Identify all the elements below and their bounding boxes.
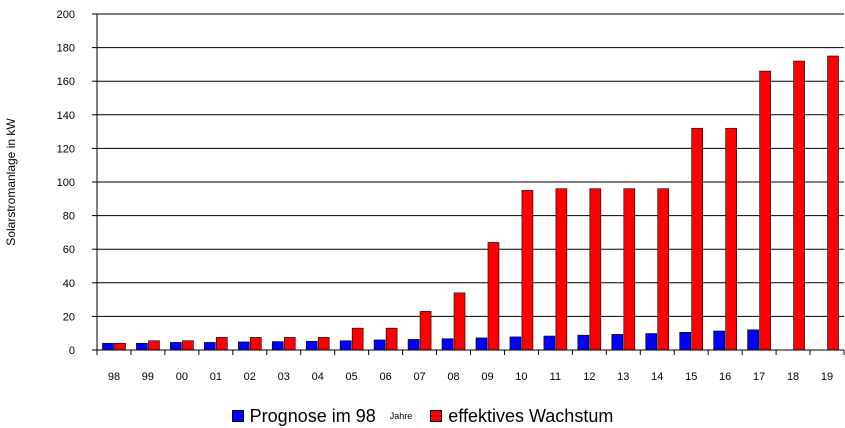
- bar-effektiv-16: [725, 127, 737, 351]
- x-tick-label: 06: [379, 371, 391, 383]
- bar-effektiv-12: [589, 188, 602, 351]
- bar-prognose-99: [136, 342, 148, 351]
- legend-swatch-red: [430, 410, 443, 422]
- gridlines: [92, 13, 845, 355]
- x-tick-label: 16: [719, 371, 731, 383]
- bar-effektiv-02: [249, 337, 262, 351]
- bar-effektiv-10: [521, 190, 534, 351]
- y-tick-label: 100: [57, 177, 75, 189]
- bar-effektiv-14: [657, 188, 670, 351]
- bar-prognose-08: [441, 338, 454, 351]
- y-tick-label: 200: [57, 9, 75, 21]
- x-tick-label: 13: [617, 371, 629, 383]
- bar-effektiv-07: [419, 311, 432, 351]
- bar-effektiv-15: [691, 127, 704, 351]
- bar-effektiv-11: [555, 188, 568, 351]
- bar-prognose-01: [204, 342, 216, 351]
- bar-effektiv-01: [216, 337, 228, 351]
- bar-prognose-02: [237, 341, 250, 351]
- bar-prognose-09: [475, 337, 488, 351]
- bar-prognose-12: [577, 334, 590, 351]
- bar-effektiv-05: [351, 327, 364, 351]
- x-tick-label: 17: [753, 371, 765, 383]
- x-tick-label: 10: [515, 371, 527, 383]
- bar-effektiv-09: [487, 242, 500, 351]
- bar-prognose-07: [407, 339, 420, 351]
- bar-effektiv-99: [148, 340, 160, 351]
- bar-effektiv-00: [182, 340, 194, 351]
- bar-prognose-10: [509, 336, 522, 351]
- x-tick-label: 18: [787, 371, 799, 383]
- y-tick-label: 180: [57, 43, 75, 55]
- x-axis-label: Jahre: [389, 411, 413, 421]
- bar-prognose-05: [339, 340, 352, 351]
- x-tick-label: 01: [210, 371, 222, 383]
- legend-swatch-blue: [231, 410, 244, 422]
- y-tick-label: 80: [63, 211, 75, 223]
- bar-effektiv-17: [759, 70, 771, 351]
- x-tick-label: 04: [312, 371, 324, 383]
- bar-prognose-00: [170, 342, 182, 351]
- y-tick-label: 60: [63, 244, 75, 256]
- bar-prognose-16: [713, 330, 725, 351]
- bar-prognose-03: [271, 341, 284, 351]
- bar-prognose-13: [611, 334, 624, 351]
- x-tick-label: 03: [278, 371, 290, 383]
- x-tick-label: 12: [583, 371, 595, 383]
- bar-effektiv-08: [453, 292, 466, 351]
- bar-effektiv-13: [623, 188, 636, 351]
- y-tick-label: 20: [63, 311, 75, 323]
- y-tick-label: 140: [57, 110, 75, 122]
- x-tick-label: 00: [176, 371, 188, 383]
- x-tick-label: 14: [651, 371, 663, 383]
- y-axis-label: Solarstromanlage in kW: [4, 118, 18, 246]
- bar-prognose-14: [645, 333, 658, 351]
- legend-item-prognose: Prognose im 98: [231, 405, 376, 427]
- x-tick-label: 08: [447, 371, 459, 383]
- legend: Prognose im 98 Jahre effektives Wachstum: [0, 404, 845, 428]
- x-tick-label: 02: [244, 371, 256, 383]
- bar-effektiv-18: [793, 60, 805, 351]
- x-tick-label: 98: [108, 371, 120, 383]
- y-tick-label: 40: [63, 278, 75, 290]
- bar-chart: 0 20 40 60 80 100 120 140 160 180 200 98 99 00 01 02 03…: [4, 9, 845, 383]
- x-tick-label: 11: [550, 371, 561, 383]
- y-tick-label: 120: [57, 143, 75, 155]
- bar-effektiv-98: [114, 342, 126, 351]
- x-tick-label: 05: [346, 371, 358, 383]
- bar-prognose-06: [373, 339, 386, 351]
- bar-prognose-98: [102, 342, 114, 351]
- legend-label-effektiv: effektives Wachstum: [448, 405, 614, 426]
- bar-effektiv-04: [317, 337, 330, 351]
- bar-effektiv-19: [827, 55, 839, 351]
- bar-prognose-17: [747, 329, 759, 351]
- bar-prognose-11: [543, 335, 556, 351]
- x-axis-ticks: 98 99 00 01 02 03 04 05 06 07 08 09 10 11 12 13 14 15 16 17…: [108, 371, 833, 383]
- y-axis-ticks: 0 20 40 60 80 100 120 140 160 180 200: [57, 9, 75, 357]
- bar-effektiv-06: [385, 327, 398, 351]
- bars: [102, 55, 839, 351]
- x-tick-label: 99: [142, 371, 154, 383]
- x-tick-label: 19: [821, 371, 833, 383]
- legend-item-effektiv: effektives Wachstum: [430, 406, 613, 427]
- x-tick-label: 07: [413, 371, 425, 383]
- x-tick-label: 09: [481, 371, 493, 383]
- x-tick-label: 15: [685, 371, 697, 383]
- bar-prognose-04: [305, 340, 318, 351]
- legend-label-prognose: Prognose im 98: [249, 405, 376, 426]
- bar-prognose-15: [679, 332, 692, 351]
- y-tick-label: 160: [57, 76, 75, 88]
- bar-effektiv-03: [283, 337, 296, 351]
- y-tick-label: 0: [69, 345, 75, 357]
